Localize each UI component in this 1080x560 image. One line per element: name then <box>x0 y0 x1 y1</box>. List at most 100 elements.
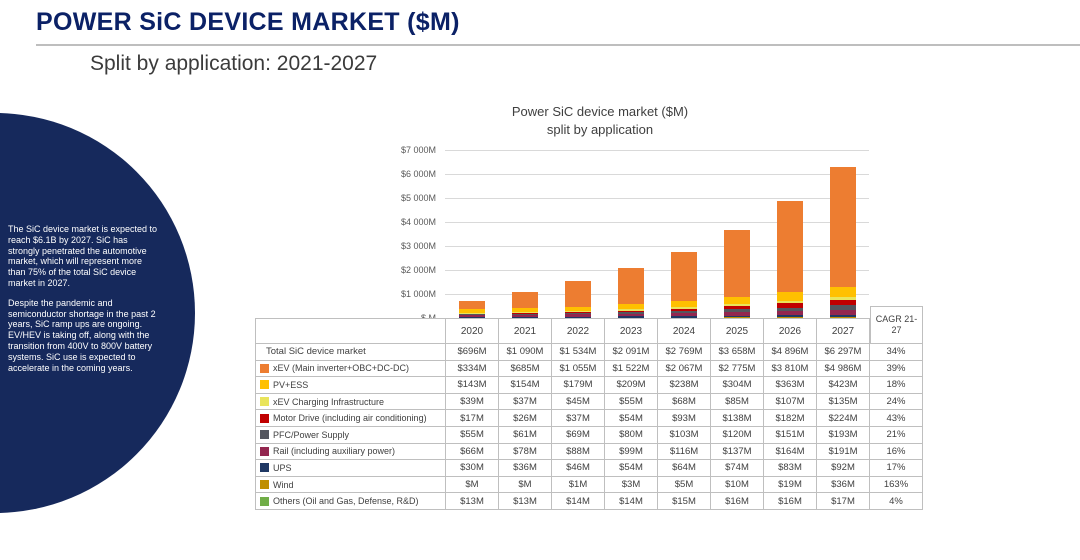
gridline <box>445 270 869 271</box>
table-value-cell: $64M <box>658 460 711 477</box>
row-label-text: Rail (including auxiliary power) <box>273 446 396 457</box>
table-value-cell: $116M <box>658 443 711 461</box>
bar-segment <box>723 296 750 305</box>
chart-title-line2: split by application <box>546 122 654 138</box>
y-axis-label: $7 000M <box>400 144 436 155</box>
table-value-cell: 4% <box>870 493 923 510</box>
bar-segment <box>458 309 485 313</box>
table-value-cell: $1 055M <box>552 360 605 378</box>
table-value-cell: $36M <box>817 476 870 494</box>
legend-swatch <box>260 496 269 506</box>
page-subtitle: Split by application: 2021-2027 <box>90 52 378 75</box>
bar-segment <box>458 301 485 310</box>
y-axis-label: $2 000M <box>400 264 436 275</box>
stacked-bar-2020 <box>458 301 485 318</box>
table-value-cell: $1 534M <box>552 344 605 361</box>
table-value-cell: $92M <box>817 460 870 477</box>
legend-swatch <box>260 413 269 423</box>
table-row-label: Others (Oil and Gas, Defense, R&D) <box>256 493 446 510</box>
cagr-header-box: CAGR 21-27 <box>870 306 923 344</box>
table-value-cell: $93M <box>658 410 711 427</box>
stacked-bar-2026 <box>776 200 803 318</box>
table-value-cell: $61M <box>499 426 552 444</box>
table-value-cell: $3 810M <box>764 360 817 378</box>
bar-segment <box>458 316 485 318</box>
table-value-cell: $46M <box>552 460 605 477</box>
page-title: POWER SiC DEVICE MARKET ($M) <box>36 8 460 36</box>
table-row-label: Motor Drive (including air conditioning) <box>256 410 446 427</box>
bar-segment <box>829 166 856 287</box>
callout-paragraph-1: The SiC device market is expected to rea… <box>8 224 158 288</box>
bar-segment <box>776 315 803 318</box>
row-label-text: PFC/Power Supply <box>273 429 350 440</box>
bar-segment <box>829 309 856 315</box>
table-header-year: 2023 <box>605 319 658 344</box>
table-value-cell: $103M <box>658 426 711 444</box>
table-value-cell: 39% <box>870 360 923 378</box>
legend-swatch <box>260 430 269 440</box>
bar-segment <box>829 286 856 297</box>
table-header-year: 2025 <box>711 319 764 344</box>
y-axis-label: $3 000M <box>400 240 436 251</box>
bar-segment <box>670 316 697 318</box>
bar-segment <box>723 309 750 313</box>
table-value-cell: $37M <box>499 393 552 411</box>
callout-text: The SiC device market is expected to rea… <box>8 224 158 382</box>
table-value-cell: $2 769M <box>658 344 711 361</box>
table-value-cell: $68M <box>658 393 711 411</box>
stacked-bar-2024 <box>670 251 697 318</box>
table-value-cell: $74M <box>711 460 764 477</box>
bar-segment <box>617 267 644 305</box>
table-value-cell: $1 522M <box>605 360 658 378</box>
table-value-cell: $80M <box>605 426 658 444</box>
table-value-cell: 16% <box>870 443 923 461</box>
bar-segment <box>776 311 803 316</box>
chart-y-axis-labels: $7 000M $6 000M $5 000M $4 000M $3 000M $2 00… <box>372 145 438 323</box>
row-label-text: Wind <box>273 479 294 490</box>
stacked-bar-2025 <box>723 230 750 318</box>
bar-segment <box>670 301 697 307</box>
row-label-text: Others (Oil and Gas, Defense, R&D) <box>273 496 419 507</box>
bar-segment <box>776 200 803 293</box>
table-value-cell: $224M <box>817 410 870 427</box>
table-row-label: Wind <box>256 476 446 494</box>
table-header-year: 2021 <box>499 319 552 344</box>
bar-segment <box>723 315 750 318</box>
row-label-text: xEV (Main inverter+OBC+DC-DC) <box>273 363 410 374</box>
table-value-cell: $137M <box>711 443 764 461</box>
bar-segment <box>564 310 591 312</box>
table-value-cell: $13M <box>446 493 499 510</box>
table-header-year: 2022 <box>552 319 605 344</box>
row-label-text: PV+ESS <box>273 379 309 390</box>
bar-segment <box>617 313 644 317</box>
table-value-cell: $135M <box>817 393 870 411</box>
table-value-cell: $2 775M <box>711 360 764 378</box>
bar-segment <box>670 310 697 314</box>
table-row-label: Rail (including auxiliary power) <box>256 443 446 461</box>
table-value-cell: $30M <box>446 460 499 477</box>
row-label-text: xEV Charging Infrastructure <box>273 396 385 407</box>
table-value-cell: $120M <box>711 426 764 444</box>
bar-segment <box>829 296 856 300</box>
stacked-bar-2022 <box>564 281 591 318</box>
table-row-label: UPS <box>256 460 446 477</box>
table-value-cell: $14M <box>552 493 605 510</box>
table-row-label: PV+ESS <box>256 377 446 394</box>
bar-segment <box>617 312 644 314</box>
table-value-cell: $45M <box>552 393 605 411</box>
gridline <box>445 246 869 247</box>
chart-title-line1: Power SiC device market ($M) <box>511 104 689 119</box>
bar-segment <box>564 306 591 311</box>
bar-segment <box>829 299 856 306</box>
legend-swatch <box>260 480 269 490</box>
bar-segment <box>458 312 485 314</box>
table-value-cell: $26M <box>499 410 552 427</box>
bar-segment <box>670 306 697 309</box>
stacked-bar-2027 <box>829 166 856 318</box>
data-table: 2020 2021 2022 2023 2024 2025 2026 2027 CAGR 21-… <box>255 306 923 510</box>
table-header-year: 2027 <box>817 319 870 344</box>
bar-segment <box>511 316 538 318</box>
table-row-label: Total SiC device market <box>256 344 446 361</box>
table-value-cell: $M <box>499 476 552 494</box>
